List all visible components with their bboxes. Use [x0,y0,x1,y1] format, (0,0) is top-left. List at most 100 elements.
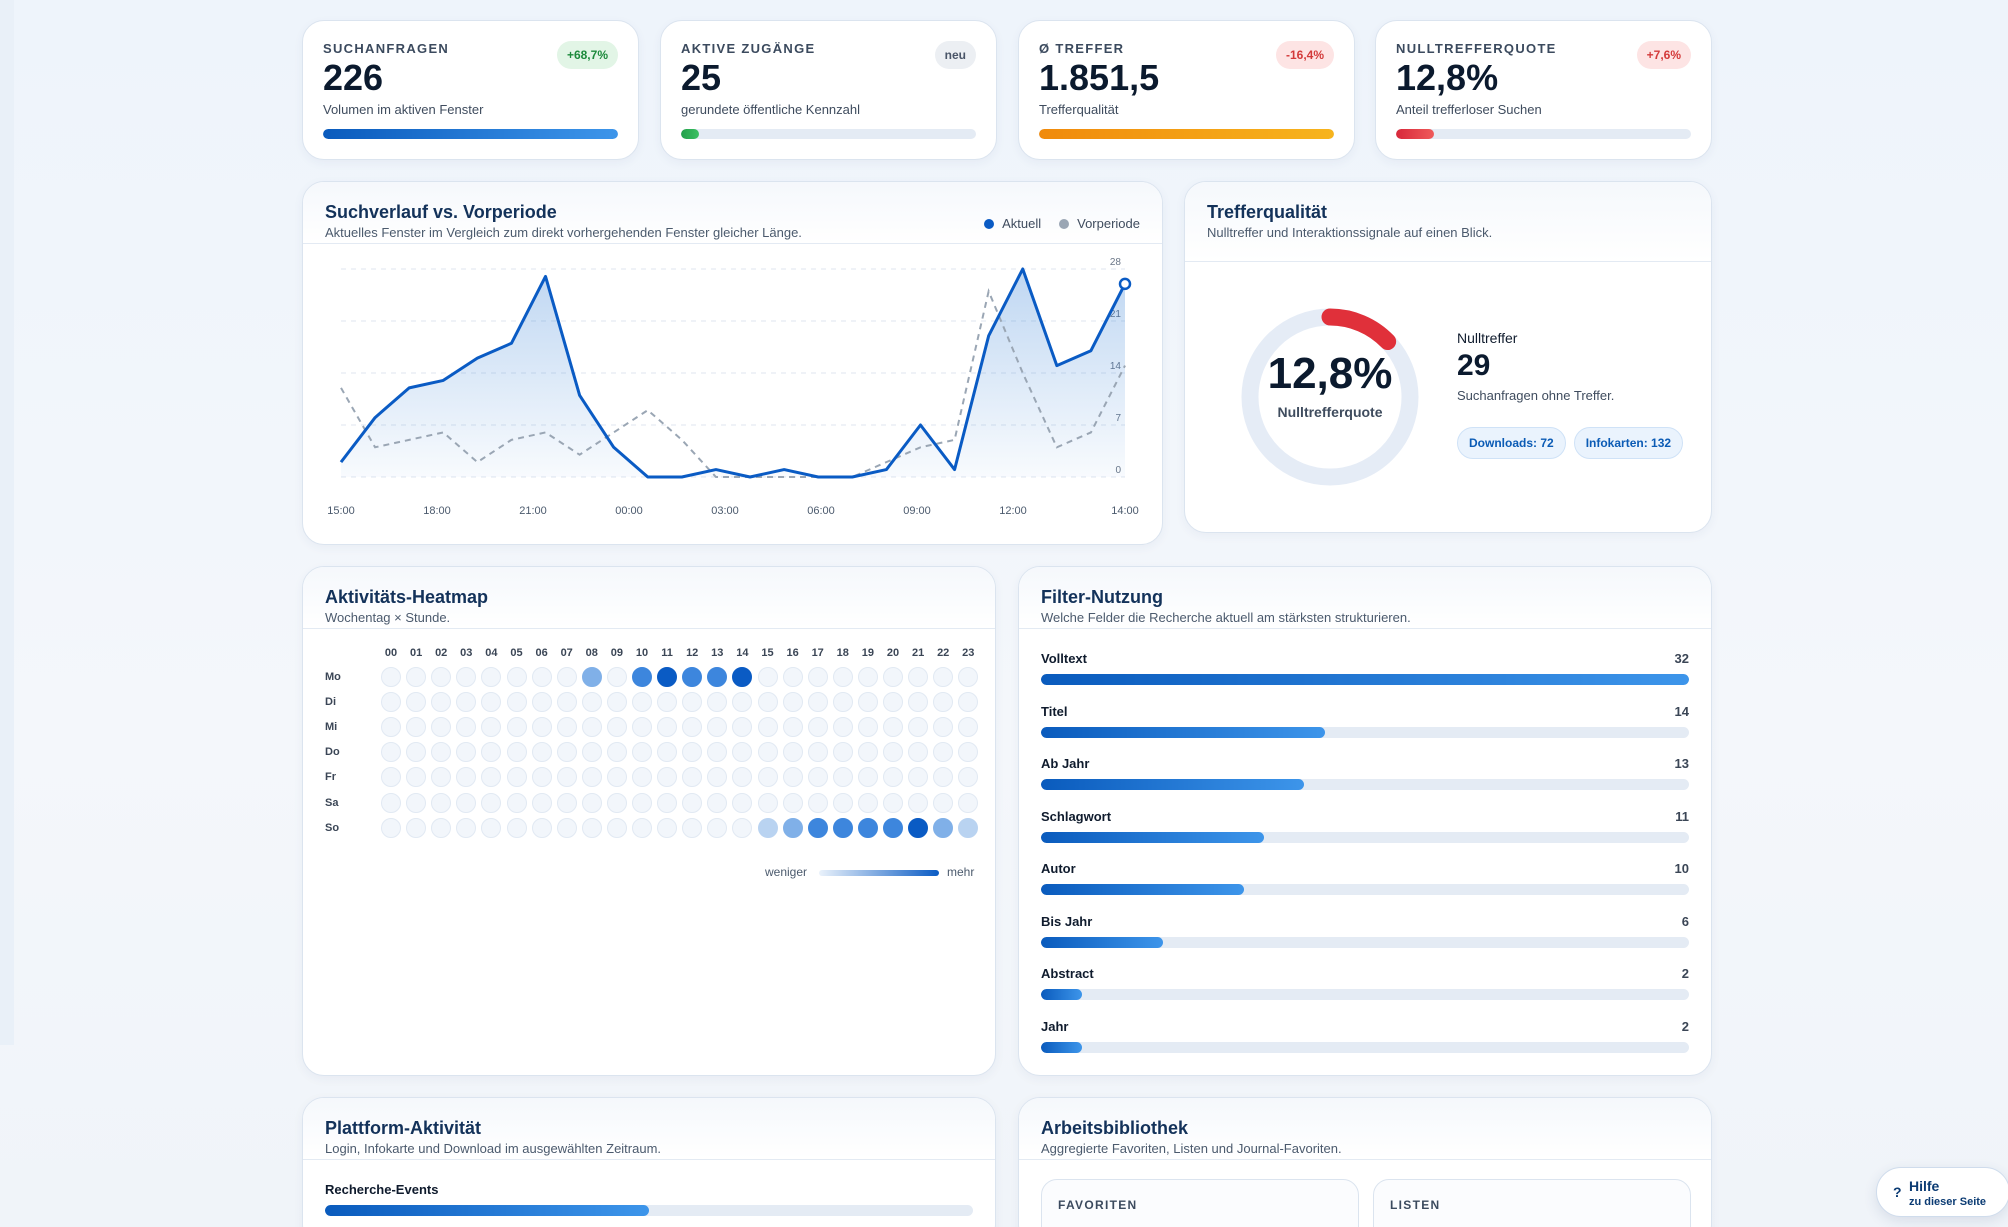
heatmap-cell[interactable] [632,667,652,687]
heatmap-cell[interactable] [531,792,552,813]
heatmap-cell[interactable] [732,742,753,763]
heatmap-cell[interactable] [506,692,527,713]
heatmap-cell[interactable] [657,767,678,788]
heatmap-cell[interactable] [406,667,427,687]
heatmap-cell[interactable] [431,717,452,738]
heatmap-cell[interactable] [381,717,401,738]
heatmap-cell[interactable] [506,767,527,788]
heatmap-cell[interactable] [406,817,427,838]
heatmap-cell[interactable] [606,792,627,813]
heatmap-cell[interactable] [958,667,979,687]
heatmap-cell[interactable] [958,692,979,713]
heatmap-cell[interactable] [933,742,954,763]
heatmap-cell[interactable] [782,717,803,738]
heatmap-cell[interactable] [832,767,853,788]
heatmap-cell[interactable] [581,692,602,713]
heatmap-cell[interactable] [431,692,452,713]
heatmap-cell[interactable] [958,717,979,738]
heatmap-cell[interactable] [958,742,979,763]
heatmap-cell[interactable] [757,817,778,838]
heatmap-cell[interactable] [606,817,627,838]
lists-tile[interactable]: LISTEN [1373,1179,1691,1227]
heatmap-cell[interactable] [682,717,703,738]
heatmap-cell[interactable] [732,817,753,838]
heatmap-cell[interactable] [531,742,552,763]
heatmap-cell[interactable] [632,742,652,763]
heatmap-cell[interactable] [481,692,502,713]
heatmap-cell[interactable] [406,792,427,813]
heatmap-cell[interactable] [807,692,828,713]
heatmap-cell[interactable] [757,767,778,788]
heatmap-cell[interactable] [506,817,527,838]
heatmap-cell[interactable] [908,792,929,813]
downloads-pill[interactable]: Downloads: 72 [1457,427,1566,459]
heatmap-cell[interactable] [732,667,753,687]
heatmap-cell[interactable] [506,717,527,738]
heatmap-cell[interactable] [832,667,853,687]
heatmap-cell[interactable] [606,717,627,738]
heatmap-cell[interactable] [456,792,477,813]
heatmap-cell[interactable] [556,792,577,813]
heatmap-cell[interactable] [958,817,979,838]
heatmap-cell[interactable] [958,767,979,788]
heatmap-cell[interactable] [958,792,979,813]
heatmap-cell[interactable] [531,667,552,687]
heatmap-cell[interactable] [732,692,753,713]
heatmap-cell[interactable] [883,742,903,763]
heatmap-cell[interactable] [682,817,703,838]
heatmap-cell[interactable] [657,742,678,763]
heatmap-cell[interactable] [381,742,401,763]
heatmap-cell[interactable] [556,742,577,763]
heatmap-cell[interactable] [581,742,602,763]
heatmap-cell[interactable] [908,767,929,788]
heatmap-cell[interactable] [431,767,452,788]
heatmap-cell[interactable] [581,792,602,813]
heatmap-cell[interactable] [782,742,803,763]
heatmap-cell[interactable] [782,692,803,713]
heatmap-cell[interactable] [807,817,828,838]
heatmap-cell[interactable] [581,667,602,687]
heatmap-cell[interactable] [381,692,401,713]
heatmap-cell[interactable] [431,817,452,838]
heatmap-cell[interactable] [556,667,577,687]
heatmap-cell[interactable] [606,742,627,763]
heatmap-cell[interactable] [933,667,954,687]
heatmap-cell[interactable] [807,767,828,788]
heatmap-cell[interactable] [431,667,452,687]
heatmap-cell[interactable] [556,767,577,788]
heatmap-cell[interactable] [506,792,527,813]
heatmap-cell[interactable] [732,792,753,813]
heatmap-cell[interactable] [883,667,903,687]
heatmap-cell[interactable] [807,792,828,813]
heatmap-cell[interactable] [531,817,552,838]
heatmap-cell[interactable] [481,767,502,788]
heatmap-cell[interactable] [707,817,728,838]
heatmap-cell[interactable] [707,717,728,738]
heatmap-cell[interactable] [857,792,878,813]
help-button[interactable]: ? Hilfe zu dieser Seite [1876,1167,2008,1217]
heatmap-cell[interactable] [406,767,427,788]
heatmap-cell[interactable] [481,742,502,763]
heatmap-cell[interactable] [832,817,853,838]
heatmap-cell[interactable] [933,767,954,788]
heatmap-cell[interactable] [456,767,477,788]
heatmap-cell[interactable] [632,767,652,788]
heatmap-cell[interactable] [883,692,903,713]
heatmap-cell[interactable] [431,792,452,813]
heatmap-cell[interactable] [757,717,778,738]
heatmap-cell[interactable] [908,742,929,763]
heatmap-cell[interactable] [807,717,828,738]
heatmap-cell[interactable] [682,667,703,687]
infokarten-pill[interactable]: Infokarten: 132 [1573,427,1684,459]
heatmap-cell[interactable] [908,717,929,738]
heatmap-cell[interactable] [857,817,878,838]
heatmap-cell[interactable] [431,742,452,763]
heatmap-cell[interactable] [883,792,903,813]
heatmap-cell[interactable] [707,742,728,763]
heatmap-cell[interactable] [481,667,502,687]
heatmap-cell[interactable] [908,667,929,687]
heatmap-cell[interactable] [481,717,502,738]
heatmap-cell[interactable] [782,667,803,687]
heatmap-cell[interactable] [406,742,427,763]
heatmap-cell[interactable] [883,717,903,738]
